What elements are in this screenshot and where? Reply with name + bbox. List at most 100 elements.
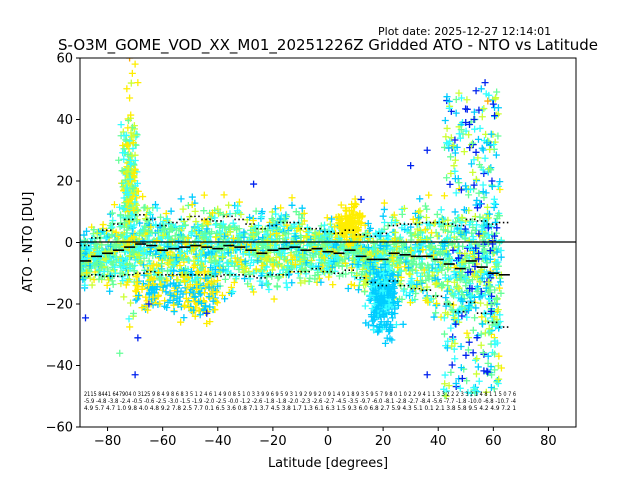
scatter-point — [130, 267, 138, 275]
scatter-point — [463, 313, 471, 321]
y-tick-label: 40 — [56, 113, 73, 128]
scatter-point — [160, 253, 168, 261]
scatter-point — [380, 199, 388, 207]
scatter-point — [172, 222, 180, 230]
scatter-point — [428, 229, 436, 237]
scatter-point — [155, 229, 163, 237]
stats-row: -5.9 -4.8 -3.8 -2.4 -0.5 -0.6 -2.5 -3.0 … — [84, 398, 516, 405]
y-tick-label: 0 — [65, 236, 73, 251]
scatter-point — [111, 269, 119, 277]
scatter-point — [284, 265, 292, 273]
scatter-point — [496, 278, 504, 286]
scatter-point — [176, 250, 184, 258]
scatter-point — [282, 279, 290, 287]
y-tick-label: −40 — [46, 359, 73, 374]
scatter-point — [432, 279, 440, 287]
scatter-point — [433, 300, 441, 308]
scatter-point — [201, 257, 209, 265]
scatter-point — [280, 228, 288, 236]
scatter-point — [184, 201, 192, 209]
scatter-point — [433, 210, 441, 218]
scatter-point — [296, 274, 304, 282]
scatter-point — [347, 280, 355, 288]
scatter-point — [225, 224, 233, 232]
scatter-point — [477, 299, 485, 307]
scatter-point — [315, 230, 323, 238]
scatter-point — [463, 329, 471, 337]
scatter-point — [171, 232, 179, 240]
scatter-point — [358, 271, 366, 279]
scatter-point — [306, 274, 314, 282]
scatter-point — [140, 254, 148, 262]
x-axis-label: Latitude [degrees] — [268, 456, 388, 471]
scatter-point — [402, 258, 410, 266]
scatter-point — [416, 207, 424, 215]
scatter-point — [415, 208, 423, 216]
stats-row: 4.9 5.7 4.7 1.0 9.8 4.0 4.8 9.2 7.8 2.5 … — [84, 405, 516, 412]
scatter-point — [408, 232, 416, 240]
scatter-point — [227, 283, 235, 291]
scatter-point — [450, 268, 458, 276]
scatter-point — [335, 235, 343, 243]
scatter-point — [329, 281, 337, 289]
scatter-point — [396, 267, 404, 275]
scatter-point — [245, 250, 253, 258]
scatter-point — [200, 207, 208, 215]
scatter-point — [457, 343, 465, 351]
scatter-point — [381, 218, 389, 226]
scatter-point — [391, 229, 399, 237]
scatter-point — [299, 245, 307, 253]
scatter-point — [406, 270, 414, 278]
scatter-point — [483, 203, 491, 211]
scatter-point — [496, 311, 504, 319]
scatter-point — [277, 212, 285, 220]
scatter-point — [394, 263, 402, 271]
scatter-point — [268, 215, 276, 223]
scatter-point — [112, 228, 120, 236]
scatter-point — [245, 237, 253, 245]
chart-title: S-O3M_GOME_VOD_XX_M01_20251226Z Gridded … — [58, 36, 598, 55]
scatter-point — [471, 314, 479, 322]
scatter-point — [88, 235, 96, 243]
scatter-point — [110, 201, 118, 209]
scatter-point — [136, 245, 144, 253]
scatter-point — [167, 207, 175, 215]
scatter-point — [330, 257, 338, 265]
scatter-point — [250, 259, 258, 267]
scatter-point — [137, 258, 145, 266]
scatter-point — [404, 264, 412, 272]
scatter-point — [230, 262, 238, 270]
x-tick-label: 0 — [324, 434, 332, 449]
scatter-point — [300, 209, 308, 217]
scatter-point — [192, 218, 200, 226]
scatter-point — [274, 274, 282, 282]
scatter-point — [246, 213, 254, 221]
scatter-point — [354, 286, 362, 294]
scatter-point — [496, 185, 504, 193]
scatter-point — [103, 233, 111, 241]
scatter-point — [479, 221, 487, 229]
scatter-point — [149, 214, 157, 222]
scatter-point — [401, 263, 409, 271]
scatter-point — [203, 225, 211, 233]
scatter-point — [226, 228, 234, 236]
scatter-point — [303, 242, 311, 250]
scatter-point — [276, 270, 284, 278]
scatter-point — [139, 237, 147, 245]
scatter-point — [191, 207, 199, 215]
scatter-point — [239, 250, 247, 258]
scatter-point — [496, 178, 504, 186]
scatter-point — [180, 254, 188, 262]
scatter-point — [379, 237, 387, 245]
scatter-point — [400, 204, 408, 212]
scatter-point — [281, 217, 289, 225]
scatter-point — [109, 280, 117, 288]
scatter-point — [270, 295, 278, 303]
scatter-point — [479, 188, 487, 196]
scatter-point — [442, 302, 450, 310]
scatter-point — [292, 208, 300, 216]
scatter-point — [489, 317, 497, 325]
scatter-point — [245, 271, 253, 279]
scatter-point — [406, 229, 414, 237]
